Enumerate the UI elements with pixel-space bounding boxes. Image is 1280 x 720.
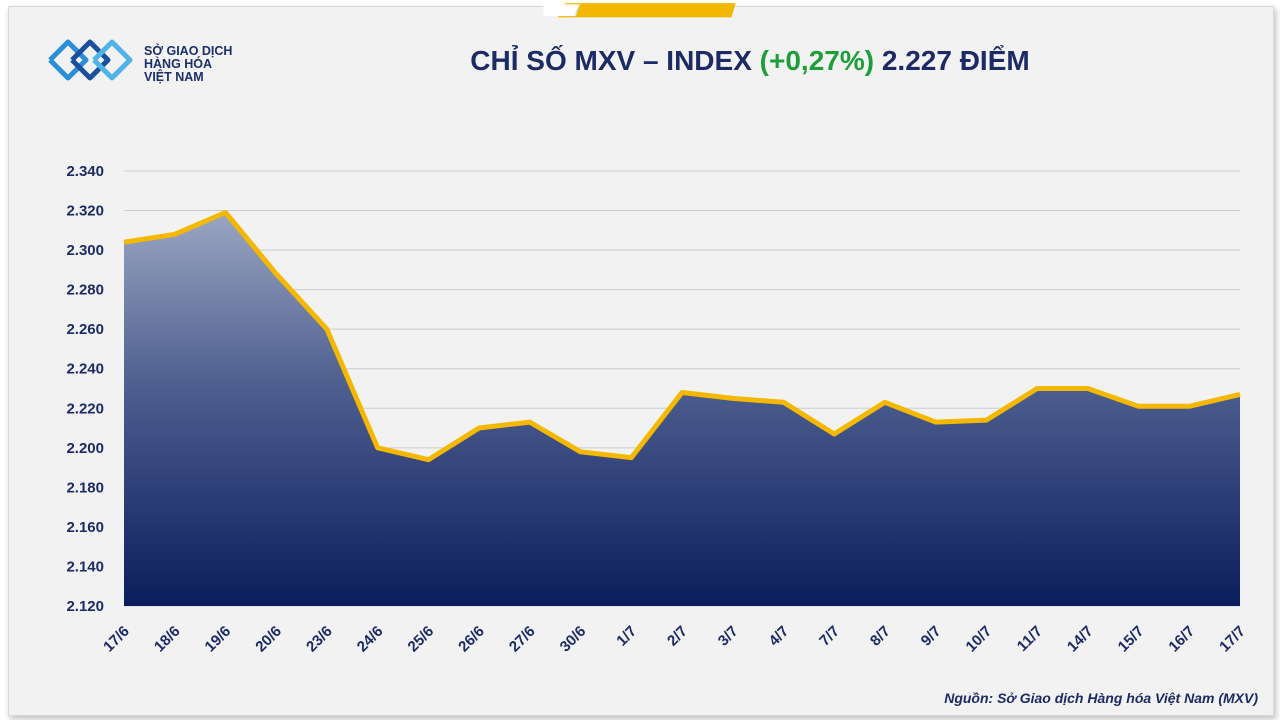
title-change: (+0,27%) <box>759 45 875 76</box>
logo-line-1: SỞ GIAO DỊCH <box>144 44 233 58</box>
x-tick-label: 23/6 <box>303 623 336 656</box>
y-tick-label: 2.200 <box>66 440 104 457</box>
x-tick-label: 26/6 <box>455 623 488 656</box>
x-tick-label: 27/6 <box>506 623 539 656</box>
x-tick-label: 15/7 <box>1115 623 1148 656</box>
x-tick-label: 1/7 <box>613 623 640 650</box>
area-fill <box>124 212 1240 606</box>
x-tick-label: 24/6 <box>354 623 387 656</box>
x-tick-label: 16/7 <box>1165 623 1198 656</box>
x-tick-label: 19/6 <box>202 623 235 656</box>
header-band <box>543 1 736 19</box>
chart-title: CHỈ SỐ MXV – INDEX (+0,27%) 2.227 ĐIỂM <box>250 45 1250 77</box>
x-tick-label: 17/6 <box>100 623 133 656</box>
title-suffix: 2.227 ĐIỂM <box>874 45 1030 76</box>
y-tick-label: 2.260 <box>66 321 104 338</box>
x-tick-label: 7/7 <box>816 623 843 650</box>
x-tick-label: 25/6 <box>405 623 438 656</box>
y-tick-label: 2.340 <box>66 163 104 180</box>
y-tick-label: 2.180 <box>66 479 104 496</box>
x-tick-label: 17/7 <box>1216 623 1249 656</box>
logo <box>22 22 250 104</box>
source-note: Nguồn: Sở Giao dịch Hàng hóa Việt Nam (M… <box>944 690 1258 706</box>
x-tick-label: 14/7 <box>1064 623 1097 656</box>
x-axis-ticks: 17/6 18/6 19/6 20/6 23/6 24/6 25/6 26/6 27/6 30/6… <box>100 623 1249 656</box>
x-tick-label: 20/6 <box>252 623 285 656</box>
x-tick-label: 2/7 <box>664 623 691 650</box>
x-tick-label: 9/7 <box>918 623 945 650</box>
x-tick-label: 3/7 <box>715 623 742 650</box>
title-prefix: CHỈ SỐ MXV – INDEX <box>470 45 760 76</box>
x-tick-label: 30/6 <box>557 623 590 656</box>
y-axis-ticks: 2.120 2.140 2.160 2.180 2.200 2.220 2.240 2.260… <box>66 163 104 615</box>
y-tick-label: 2.220 <box>66 400 104 417</box>
y-tick-label: 2.280 <box>66 282 104 299</box>
x-tick-label: 4/7 <box>766 623 793 650</box>
index-line <box>123 210 1241 463</box>
y-tick-label: 2.240 <box>66 361 104 378</box>
logo-line-2: HÀNG HÓA <box>144 57 213 71</box>
x-tick-label: 8/7 <box>867 623 894 650</box>
x-tick-label: 10/7 <box>963 623 996 656</box>
x-tick-label: 11/7 <box>1014 623 1046 655</box>
y-tick-label: 2.320 <box>66 203 104 220</box>
logo-text: SỞ GIAO DỊCH HÀNG HÓA VIỆT NAM <box>144 45 232 84</box>
y-tick-label: 2.120 <box>66 598 104 615</box>
logo-mark-icon <box>48 39 133 81</box>
y-tick-label: 2.300 <box>66 242 104 259</box>
y-tick-label: 2.140 <box>66 558 104 575</box>
x-tick-label: 18/6 <box>151 623 184 656</box>
y-tick-label: 2.160 <box>66 519 104 536</box>
logo-line-3: VIỆT NAM <box>144 70 204 84</box>
